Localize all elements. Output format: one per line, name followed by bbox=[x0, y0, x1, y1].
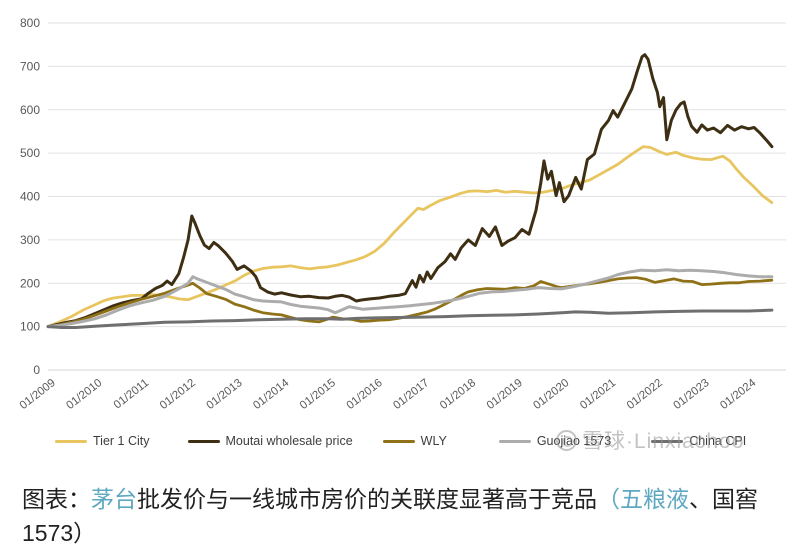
x-axis-tick-label: 01/2014 bbox=[251, 377, 292, 412]
y-axis-tick-label: 300 bbox=[20, 233, 40, 247]
legend-marker-china-cpi bbox=[651, 439, 684, 443]
y-axis-tick-label: 400 bbox=[20, 190, 40, 204]
x-axis-tick-label: 01/2021 bbox=[578, 377, 618, 412]
legend-item-wly: WLY bbox=[382, 434, 447, 448]
caption-prefix: 图表： bbox=[22, 486, 91, 512]
x-axis-tick-label: 01/2011 bbox=[112, 377, 151, 412]
legend-item-moutai-wholesale-price: Moutai wholesale price bbox=[187, 434, 353, 448]
x-axis-tick-label: 01/2010 bbox=[64, 377, 104, 412]
y-axis-tick-label: 200 bbox=[20, 276, 40, 290]
x-axis-tick-label: 01/2009 bbox=[18, 377, 58, 412]
x-axis-tick-label: 01/2022 bbox=[625, 377, 665, 412]
legend-label-china-cpi: China CPI bbox=[689, 434, 747, 448]
y-axis-tick-label: 0 bbox=[33, 363, 40, 377]
legend-marker-wly bbox=[382, 439, 415, 443]
chart-panel: 0 100 200 300 400 500 600 700 800 01/2009 01/2010 0… bbox=[18, 16, 786, 453]
y-axis-tick-label: 800 bbox=[20, 16, 40, 30]
chart-legend: Tier 1 City Moutai wholesale price WLY G… bbox=[55, 434, 746, 448]
legend-label-wly: WLY bbox=[420, 434, 447, 448]
legend-marker-moutai-wholesale-price bbox=[187, 439, 220, 443]
caption: 图表：茅台批发价与一线城市房价的关联度显著高于竞品（五粮液、国窖1573） bbox=[22, 482, 764, 550]
legend-item-guojiao-1573: Guojiao 1573 bbox=[498, 434, 612, 448]
y-axis-tick-label: 700 bbox=[20, 59, 40, 73]
x-axis-tick-label: 01/2018 bbox=[438, 377, 478, 412]
legend-item-tier-1-city: Tier 1 City bbox=[55, 434, 150, 448]
caption-suffix: 、国窖1573） bbox=[22, 486, 758, 546]
y-axis-tick-label: 100 bbox=[20, 320, 40, 334]
x-axis-tick-label: 01/2019 bbox=[485, 377, 525, 412]
x-axis-tick-label: 01/2020 bbox=[531, 377, 571, 412]
legend-marker-guojiao-1573 bbox=[498, 439, 531, 443]
series-line-guojiao-1573 bbox=[46, 268, 774, 329]
y-axis-tick-label: 600 bbox=[20, 103, 40, 117]
series-line-wly bbox=[46, 276, 774, 329]
x-axis-tick-label: 01/2023 bbox=[671, 377, 711, 412]
series-line-china-cpi bbox=[46, 308, 774, 329]
x-axis-tick-label: 01/2015 bbox=[298, 377, 338, 412]
caption-link-moutai[interactable]: 茅台 bbox=[91, 486, 137, 512]
x-axis-tick-label: 01/2012 bbox=[158, 377, 198, 412]
y-axis-tick-label: 500 bbox=[20, 146, 40, 160]
x-axis-tick-label: 01/2013 bbox=[204, 377, 244, 412]
legend-label-moutai-wholesale-price: Moutai wholesale price bbox=[225, 434, 353, 448]
caption-link-wuliangye[interactable]: （五粮液 bbox=[597, 486, 689, 512]
legend-label-tier-1-city: Tier 1 City bbox=[93, 434, 150, 448]
series-line-tier-1-city bbox=[46, 145, 774, 329]
x-axis-tick-label: 01/2024 bbox=[718, 377, 759, 412]
legend-marker-tier-1-city bbox=[55, 439, 87, 443]
x-axis-tick-label: 01/2017 bbox=[391, 377, 431, 412]
legend-item-china-cpi: China CPI bbox=[651, 434, 746, 448]
series-line-moutai-wholesale-price bbox=[46, 53, 774, 329]
caption-body: 批发价与一线城市房价的关联度显著高于竞品 bbox=[137, 486, 597, 512]
x-axis-tick-label: 01/2016 bbox=[345, 377, 385, 412]
legend-label-guojiao-1573: Guojiao 1573 bbox=[536, 434, 612, 448]
